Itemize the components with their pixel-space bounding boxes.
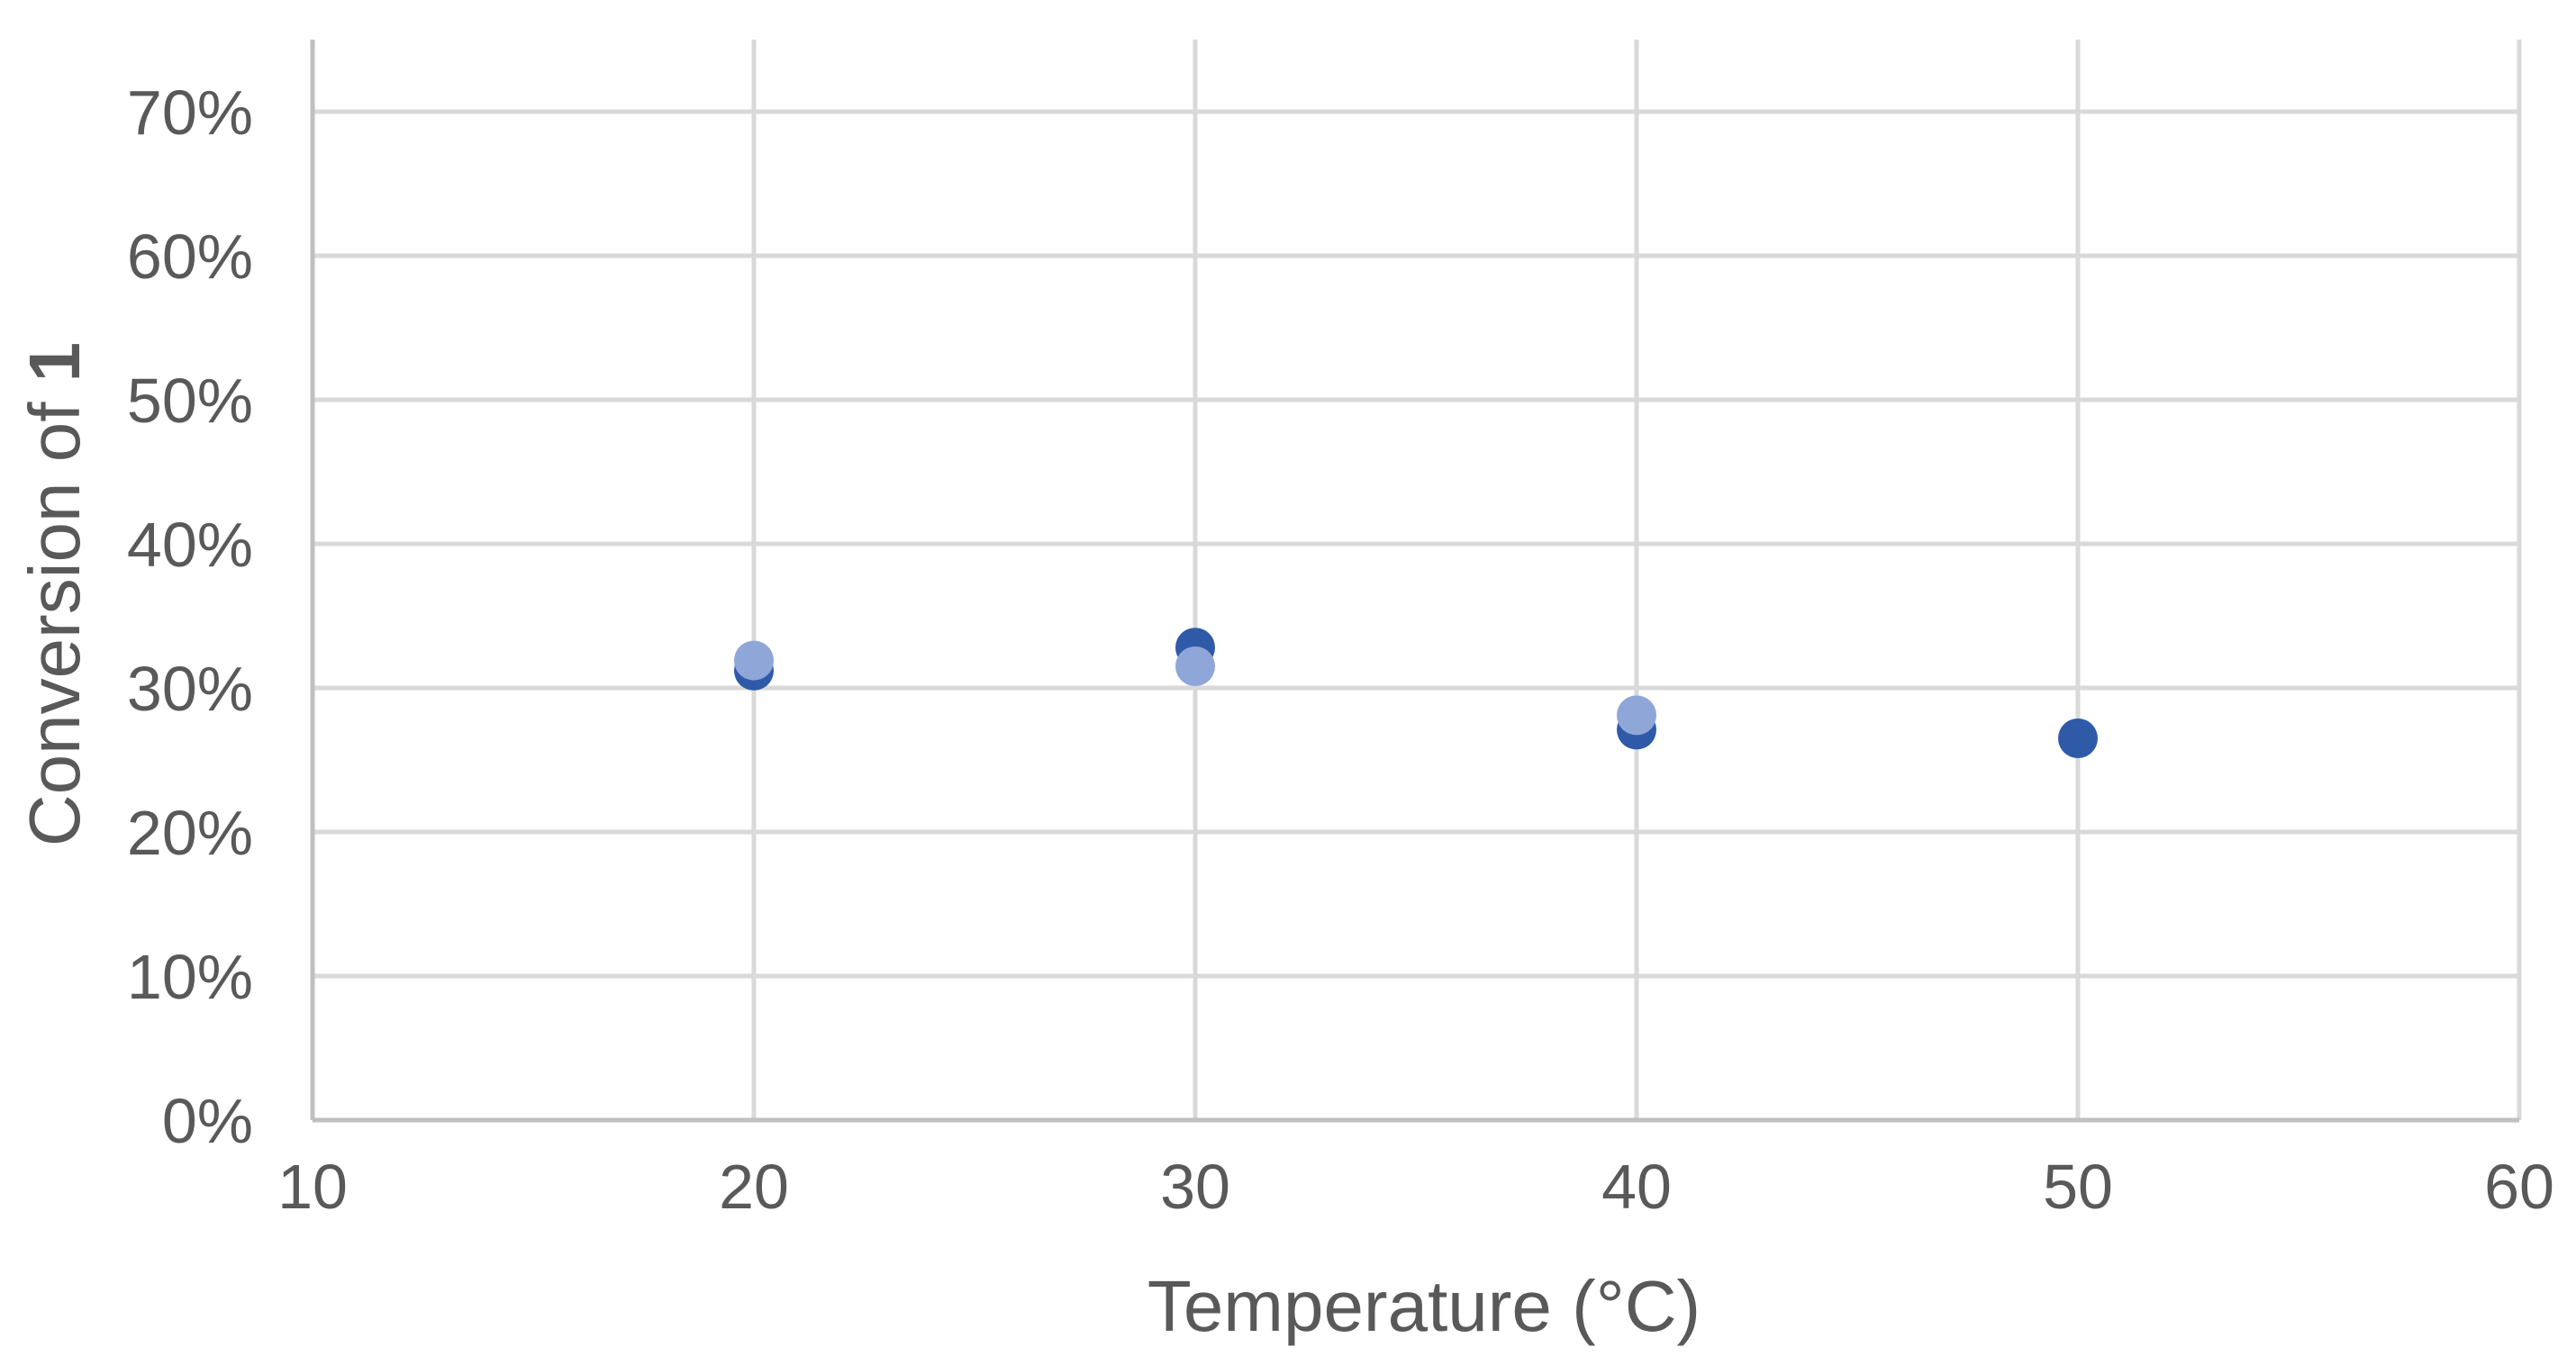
data-point-series-2 bbox=[734, 640, 774, 681]
y-tick-label: 50% bbox=[127, 366, 253, 436]
grid-layer bbox=[313, 40, 2522, 1120]
y-tick-label: 0% bbox=[162, 1086, 253, 1156]
y-tick-label: 20% bbox=[127, 798, 253, 868]
x-tick-label: 30 bbox=[1160, 1152, 1230, 1222]
x-tick-label: 60 bbox=[2484, 1152, 2554, 1222]
y-axis-title-text: Conversion of bbox=[14, 382, 95, 846]
y-tick-label: 70% bbox=[127, 77, 253, 148]
x-tick-label: 10 bbox=[277, 1152, 348, 1222]
data-point-series-2 bbox=[1617, 695, 1656, 736]
x-axis-title: Temperature (°C) bbox=[1147, 1266, 1701, 1346]
data-point-series-1 bbox=[2058, 719, 2098, 758]
data-point-layer bbox=[734, 628, 2098, 758]
x-tick-label: 40 bbox=[1601, 1152, 1672, 1222]
y-tick-label: 40% bbox=[127, 510, 253, 580]
axis-layer bbox=[310, 40, 2519, 1123]
y-axis-title-bold: 1 bbox=[14, 342, 95, 383]
x-tick-label: 50 bbox=[2043, 1152, 2113, 1222]
y-tick-label: 10% bbox=[127, 942, 253, 1012]
y-tick-label: 60% bbox=[127, 221, 253, 292]
y-axis-title: Conversion of 1 bbox=[14, 342, 95, 846]
tick-label-layer: 10 20 30 40 50 60 0% 10% 20% 30% 40% 50% 60% 70% bbox=[127, 77, 2554, 1222]
x-tick-label: 20 bbox=[719, 1152, 789, 1222]
data-point-series-2 bbox=[1175, 646, 1215, 686]
y-tick-label: 30% bbox=[127, 654, 253, 724]
